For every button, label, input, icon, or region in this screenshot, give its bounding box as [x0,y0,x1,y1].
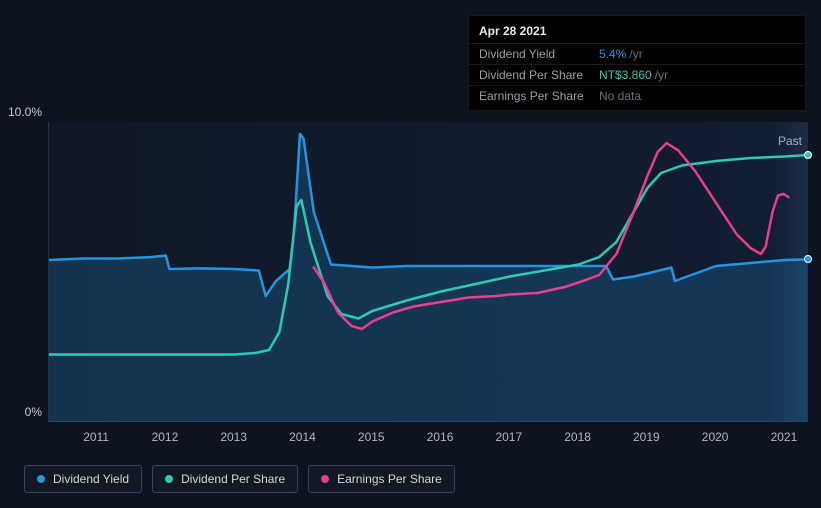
y-axis-min: 0% [25,405,42,419]
y-axis-max: 10.0% [8,105,42,119]
tooltip-label: Dividend Per Share [479,68,599,82]
tooltip-suffix: /yr [629,47,642,61]
x-tick: 2017 [495,430,522,444]
tooltip-row-eps: Earnings Per Share No data [469,86,805,106]
tooltip-date: Apr 28 2021 [469,20,805,44]
x-tick: 2021 [771,430,798,444]
legend-dot-icon [321,475,329,483]
x-tick: 2016 [427,430,454,444]
x-tick: 2020 [702,430,729,444]
chart-svg [49,122,809,422]
tooltip-label: Earnings Per Share [479,89,599,103]
legend-label: Dividend Per Share [181,472,285,486]
x-tick: 2014 [289,430,316,444]
plot-area[interactable]: Past [48,122,808,422]
chart-tooltip: Apr 28 2021 Dividend Yield 5.4% /yr Divi… [468,15,806,111]
tooltip-value: NT$3.860 [599,68,652,82]
x-tick: 2013 [220,430,247,444]
tooltip-suffix: /yr [655,68,668,82]
x-tick: 2018 [564,430,591,444]
tooltip-label: Dividend Yield [479,47,599,61]
x-tick: 2019 [633,430,660,444]
tooltip-row-yield: Dividend Yield 5.4% /yr [469,44,805,65]
series-marker-0 [804,255,812,263]
x-tick: 2012 [152,430,179,444]
series-fill-0 [49,134,808,422]
x-tick: 2015 [358,430,385,444]
legend-item[interactable]: Dividend Yield [24,465,142,493]
legend: Dividend Yield Dividend Per Share Earnings… [24,465,455,493]
x-tick: 2011 [83,430,109,444]
legend-item[interactable]: Dividend Per Share [152,465,298,493]
legend-label: Dividend Yield [53,472,129,486]
legend-dot-icon [37,475,45,483]
legend-label: Earnings Per Share [337,472,442,486]
tooltip-row-dps: Dividend Per Share NT$3.860 /yr [469,65,805,86]
series-marker-1 [804,151,812,159]
legend-item[interactable]: Earnings Per Share [308,465,455,493]
tooltip-value: No data [599,89,641,103]
tooltip-value: 5.4% [599,47,626,61]
legend-dot-icon [165,475,173,483]
dividend-chart: Apr 28 2021 Dividend Yield 5.4% /yr Divi… [0,0,821,508]
